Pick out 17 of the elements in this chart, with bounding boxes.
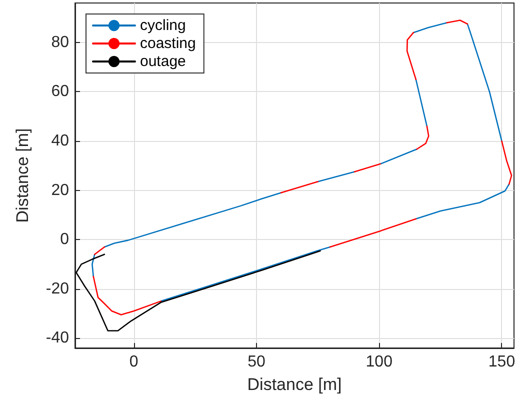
y-tick-label: 80 [51,34,70,51]
y-tick-label: -40 [46,330,70,347]
y-tick-label: 60 [51,83,70,100]
line-series [76,250,321,332]
x-tick-label: 150 [488,354,516,370]
y-tick-label: -20 [46,280,70,298]
x-tick-label: 0 [129,354,138,370]
legend-label: cycling [140,17,186,34]
x-axis-title: Distance [m] [247,375,342,394]
y-tick-label: 40 [51,132,70,150]
x-tick-label: 50 [248,354,266,370]
y-tick-label: 0 [60,231,70,248]
legend-label: coasting [140,35,196,52]
y-tick-label: 20 [51,182,70,199]
y-axis-title: Distance [m] [13,128,32,223]
legend-label: outage [140,53,186,70]
x-tick-label: 100 [366,354,393,370]
